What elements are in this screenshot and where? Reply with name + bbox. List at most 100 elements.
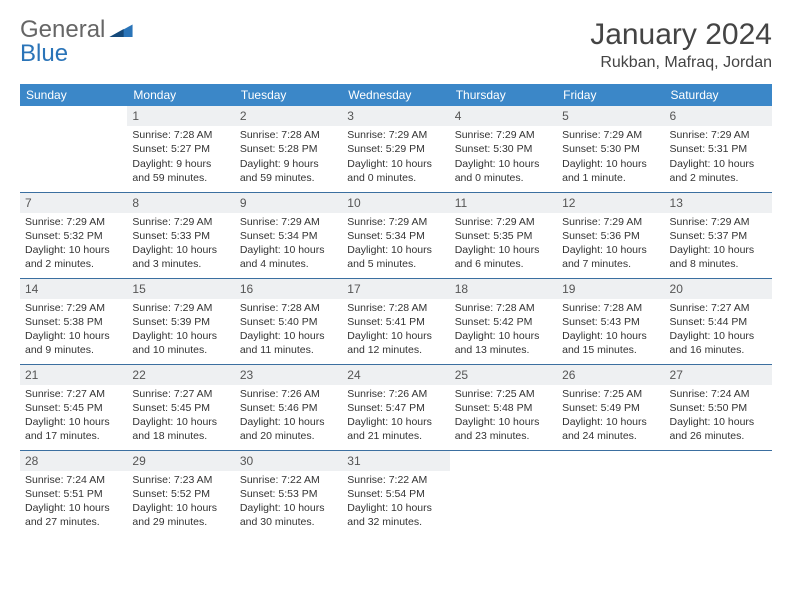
sunset-text: Sunset: 5:28 PM (240, 142, 337, 156)
day-body: Sunrise: 7:28 AMSunset: 5:41 PMDaylight:… (342, 299, 449, 362)
day-number: 22 (127, 365, 234, 385)
sunrise-text: Sunrise: 7:29 AM (25, 215, 122, 229)
daylight-text-2: and 24 minutes. (562, 429, 659, 443)
daylight-text-1: Daylight: 10 hours (347, 243, 444, 257)
week-row: 14Sunrise: 7:29 AMSunset: 5:38 PMDayligh… (20, 278, 772, 364)
sunrise-text: Sunrise: 7:28 AM (562, 301, 659, 315)
sunrise-text: Sunrise: 7:24 AM (670, 387, 767, 401)
daylight-text-2: and 23 minutes. (455, 429, 552, 443)
day-body: Sunrise: 7:29 AMSunset: 5:33 PMDaylight:… (127, 213, 234, 276)
daylight-text-1: Daylight: 10 hours (562, 243, 659, 257)
sunrise-text: Sunrise: 7:29 AM (562, 215, 659, 229)
daylight-text-2: and 0 minutes. (347, 171, 444, 185)
sunset-text: Sunset: 5:30 PM (455, 142, 552, 156)
day-number: 28 (20, 451, 127, 471)
sunset-text: Sunset: 5:27 PM (132, 142, 229, 156)
weekday-header: Sunday (20, 84, 127, 106)
sunset-text: Sunset: 5:40 PM (240, 315, 337, 329)
day-number: 17 (342, 279, 449, 299)
day-cell: 20Sunrise: 7:27 AMSunset: 5:44 PMDayligh… (665, 278, 772, 364)
day-body: Sunrise: 7:29 AMSunset: 5:35 PMDaylight:… (450, 213, 557, 276)
day-cell: 30Sunrise: 7:22 AMSunset: 5:53 PMDayligh… (235, 450, 342, 536)
day-cell: 23Sunrise: 7:26 AMSunset: 5:46 PMDayligh… (235, 364, 342, 450)
daylight-text-1: Daylight: 10 hours (240, 329, 337, 343)
daylight-text-2: and 12 minutes. (347, 343, 444, 357)
daylight-text-1: Daylight: 10 hours (132, 243, 229, 257)
sunset-text: Sunset: 5:45 PM (25, 401, 122, 415)
day-body: Sunrise: 7:28 AMSunset: 5:43 PMDaylight:… (557, 299, 664, 362)
sunrise-text: Sunrise: 7:27 AM (25, 387, 122, 401)
day-body: Sunrise: 7:24 AMSunset: 5:50 PMDaylight:… (665, 385, 772, 448)
sunrise-text: Sunrise: 7:25 AM (562, 387, 659, 401)
day-number: 24 (342, 365, 449, 385)
logo-text-blue: Blue (20, 42, 133, 66)
sunrise-text: Sunrise: 7:27 AM (670, 301, 767, 315)
daylight-text-1: Daylight: 10 hours (347, 157, 444, 171)
sunrise-text: Sunrise: 7:29 AM (347, 215, 444, 229)
sunrise-text: Sunrise: 7:28 AM (132, 128, 229, 142)
sunset-text: Sunset: 5:46 PM (240, 401, 337, 415)
daylight-text-2: and 4 minutes. (240, 257, 337, 271)
daylight-text-2: and 8 minutes. (670, 257, 767, 271)
sunrise-text: Sunrise: 7:29 AM (347, 128, 444, 142)
daylight-text-1: Daylight: 10 hours (562, 329, 659, 343)
day-cell: 15Sunrise: 7:29 AMSunset: 5:39 PMDayligh… (127, 278, 234, 364)
sunrise-text: Sunrise: 7:26 AM (240, 387, 337, 401)
sunset-text: Sunset: 5:44 PM (670, 315, 767, 329)
daylight-text-2: and 11 minutes. (240, 343, 337, 357)
day-cell (557, 450, 664, 536)
sunset-text: Sunset: 5:41 PM (347, 315, 444, 329)
day-cell: 29Sunrise: 7:23 AMSunset: 5:52 PMDayligh… (127, 450, 234, 536)
day-cell: 7Sunrise: 7:29 AMSunset: 5:32 PMDaylight… (20, 192, 127, 278)
sunset-text: Sunset: 5:31 PM (670, 142, 767, 156)
daylight-text-2: and 5 minutes. (347, 257, 444, 271)
daylight-text-2: and 2 minutes. (25, 257, 122, 271)
day-number: 4 (450, 106, 557, 126)
day-body: Sunrise: 7:29 AMSunset: 5:38 PMDaylight:… (20, 299, 127, 362)
daylight-text-1: Daylight: 10 hours (132, 415, 229, 429)
sunset-text: Sunset: 5:37 PM (670, 229, 767, 243)
daylight-text-2: and 20 minutes. (240, 429, 337, 443)
day-cell: 13Sunrise: 7:29 AMSunset: 5:37 PMDayligh… (665, 192, 772, 278)
daylight-text-1: Daylight: 10 hours (240, 415, 337, 429)
day-number: 14 (20, 279, 127, 299)
day-cell: 9Sunrise: 7:29 AMSunset: 5:34 PMDaylight… (235, 192, 342, 278)
weekday-header: Monday (127, 84, 234, 106)
sunset-text: Sunset: 5:34 PM (347, 229, 444, 243)
day-cell: 18Sunrise: 7:28 AMSunset: 5:42 PMDayligh… (450, 278, 557, 364)
daylight-text-1: Daylight: 10 hours (347, 501, 444, 515)
daylight-text-2: and 32 minutes. (347, 515, 444, 529)
day-number: 29 (127, 451, 234, 471)
sunrise-text: Sunrise: 7:22 AM (347, 473, 444, 487)
day-number: 2 (235, 106, 342, 126)
day-cell: 25Sunrise: 7:25 AMSunset: 5:48 PMDayligh… (450, 364, 557, 450)
daylight-text-2: and 6 minutes. (455, 257, 552, 271)
title-block: January 2024 Rukban, Mafraq, Jordan (590, 18, 772, 72)
sunrise-text: Sunrise: 7:29 AM (670, 128, 767, 142)
day-number: 18 (450, 279, 557, 299)
header: GeneralBlue January 2024 Rukban, Mafraq,… (20, 18, 772, 72)
day-body: Sunrise: 7:23 AMSunset: 5:52 PMDaylight:… (127, 471, 234, 534)
day-number: 27 (665, 365, 772, 385)
sunset-text: Sunset: 5:43 PM (562, 315, 659, 329)
sunset-text: Sunset: 5:47 PM (347, 401, 444, 415)
day-number: 16 (235, 279, 342, 299)
sunrise-text: Sunrise: 7:28 AM (347, 301, 444, 315)
day-body: Sunrise: 7:29 AMSunset: 5:34 PMDaylight:… (235, 213, 342, 276)
daylight-text-1: Daylight: 10 hours (670, 243, 767, 257)
weekday-header: Thursday (450, 84, 557, 106)
sunset-text: Sunset: 5:35 PM (455, 229, 552, 243)
daylight-text-2: and 30 minutes. (240, 515, 337, 529)
sunset-text: Sunset: 5:39 PM (132, 315, 229, 329)
daylight-text-1: Daylight: 10 hours (562, 415, 659, 429)
day-cell: 19Sunrise: 7:28 AMSunset: 5:43 PMDayligh… (557, 278, 664, 364)
sunset-text: Sunset: 5:32 PM (25, 229, 122, 243)
day-cell: 4Sunrise: 7:29 AMSunset: 5:30 PMDaylight… (450, 106, 557, 192)
logo-mark-icon (109, 18, 133, 42)
day-number: 26 (557, 365, 664, 385)
sunset-text: Sunset: 5:49 PM (562, 401, 659, 415)
day-body: Sunrise: 7:29 AMSunset: 5:34 PMDaylight:… (342, 213, 449, 276)
sunrise-text: Sunrise: 7:29 AM (132, 215, 229, 229)
sunset-text: Sunset: 5:45 PM (132, 401, 229, 415)
day-cell (450, 450, 557, 536)
